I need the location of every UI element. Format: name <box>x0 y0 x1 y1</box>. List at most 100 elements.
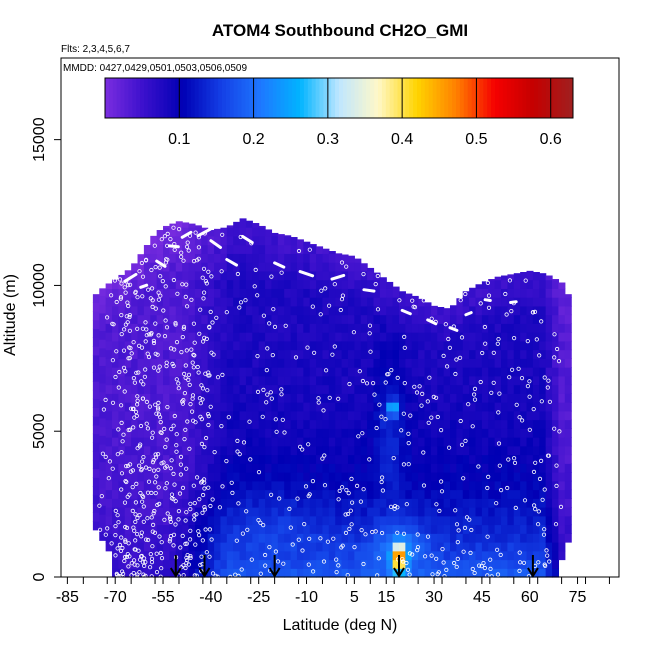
obs-point <box>187 446 192 451</box>
curtain-cell <box>118 332 126 342</box>
colorbar-swatch <box>440 78 445 118</box>
obs-point <box>141 454 146 460</box>
obs-point <box>128 462 133 467</box>
curtain-cell <box>163 550 171 561</box>
obs-point <box>458 298 463 303</box>
curtain-cell <box>220 472 228 482</box>
obs-point <box>239 567 244 572</box>
curtain-cell <box>137 454 145 464</box>
colorbar-swatch <box>374 78 379 118</box>
curtain-cell <box>335 314 343 324</box>
curtain-cell <box>443 498 451 508</box>
curtain-cell <box>92 494 100 505</box>
curtain-cell <box>469 287 477 289</box>
curtain-cell <box>437 384 445 394</box>
curtain-cell <box>494 472 502 482</box>
curtain-cell <box>182 542 190 552</box>
curtain-cell <box>245 550 253 561</box>
curtain-cell <box>277 489 285 499</box>
curtain-cell <box>220 358 228 368</box>
curtain-cell <box>290 445 298 456</box>
curtain-cell <box>137 349 145 359</box>
obs-point <box>192 500 197 506</box>
curtain-cell <box>163 533 171 543</box>
curtain-cell <box>354 410 362 421</box>
curtain-cell <box>175 375 183 386</box>
curtain-cell <box>526 419 534 429</box>
curtain-cell <box>488 533 496 543</box>
curtain-cell <box>277 367 285 377</box>
curtain-cell <box>347 515 355 526</box>
curtain-cell <box>188 437 196 447</box>
curtain-cell <box>150 235 158 246</box>
curtain-cell <box>443 559 451 569</box>
curtain-cell <box>316 246 324 254</box>
curtain-cell <box>131 393 139 403</box>
curtain-cell <box>284 533 292 543</box>
obs-point <box>144 537 149 542</box>
curtain-cell <box>309 480 317 491</box>
curtain-cell <box>207 472 215 482</box>
curtain-cell <box>322 533 330 543</box>
colorbar-swatch <box>112 78 118 118</box>
curtain-cell <box>207 340 215 351</box>
curtain-cell <box>373 454 381 464</box>
curtain-cell <box>539 375 547 386</box>
curtain-cell <box>296 410 304 421</box>
curtain-cell <box>424 568 432 578</box>
curtain-cell <box>373 340 381 351</box>
surface-arrows <box>169 555 539 578</box>
obs-point <box>118 296 123 301</box>
curtain-cell <box>456 410 464 421</box>
obs-point <box>126 356 131 361</box>
curtain-cell <box>354 279 362 289</box>
curtain-cell <box>545 323 553 333</box>
curtain-cell <box>443 428 451 438</box>
curtain-cell <box>367 550 375 561</box>
curtain-cell <box>316 262 324 272</box>
obs-point <box>202 504 207 510</box>
curtain-cell <box>252 568 260 578</box>
curtain-cell <box>252 297 260 307</box>
obs-point <box>201 492 206 498</box>
curtain-cell <box>175 244 183 254</box>
curtain-cell <box>437 480 445 491</box>
obs-point <box>119 331 124 337</box>
curtain-cell <box>456 454 464 464</box>
curtain-cell <box>398 559 406 569</box>
obs-point <box>235 271 240 277</box>
curtain-cell <box>456 489 464 499</box>
curtain-cell <box>284 454 292 464</box>
curtain-cell <box>137 367 145 377</box>
obs-point <box>201 339 206 344</box>
curtain-cell <box>539 367 547 377</box>
curtain-cell <box>303 305 311 316</box>
curtain-cell <box>271 332 279 342</box>
curtain-cell <box>169 498 177 508</box>
colorbar-swatch <box>510 78 515 118</box>
obs-point <box>535 522 541 527</box>
curtain-cell <box>564 367 572 377</box>
curtain-cell <box>112 524 119 534</box>
curtain-cell <box>418 515 426 526</box>
curtain-cell <box>507 454 515 464</box>
curtain-cell <box>105 419 113 429</box>
obs-point <box>174 449 179 454</box>
colorbar-swatch <box>475 78 480 118</box>
curtain-cell <box>99 295 107 305</box>
obs-point <box>159 566 164 571</box>
curtain-cell <box>564 445 572 456</box>
curtain-cell <box>469 305 477 316</box>
curtain-cell <box>252 419 260 429</box>
curtain-cell <box>341 262 349 272</box>
curtain-cell <box>214 489 222 499</box>
colorbar-swatch <box>257 78 262 118</box>
curtain-cell <box>163 349 171 359</box>
curtain-cell <box>169 323 177 333</box>
curtain-cell <box>411 472 419 482</box>
curtain-cell <box>163 225 171 228</box>
curtain-cell <box>245 367 253 377</box>
flight-track-segment <box>464 311 473 317</box>
curtain-cell <box>194 454 202 464</box>
